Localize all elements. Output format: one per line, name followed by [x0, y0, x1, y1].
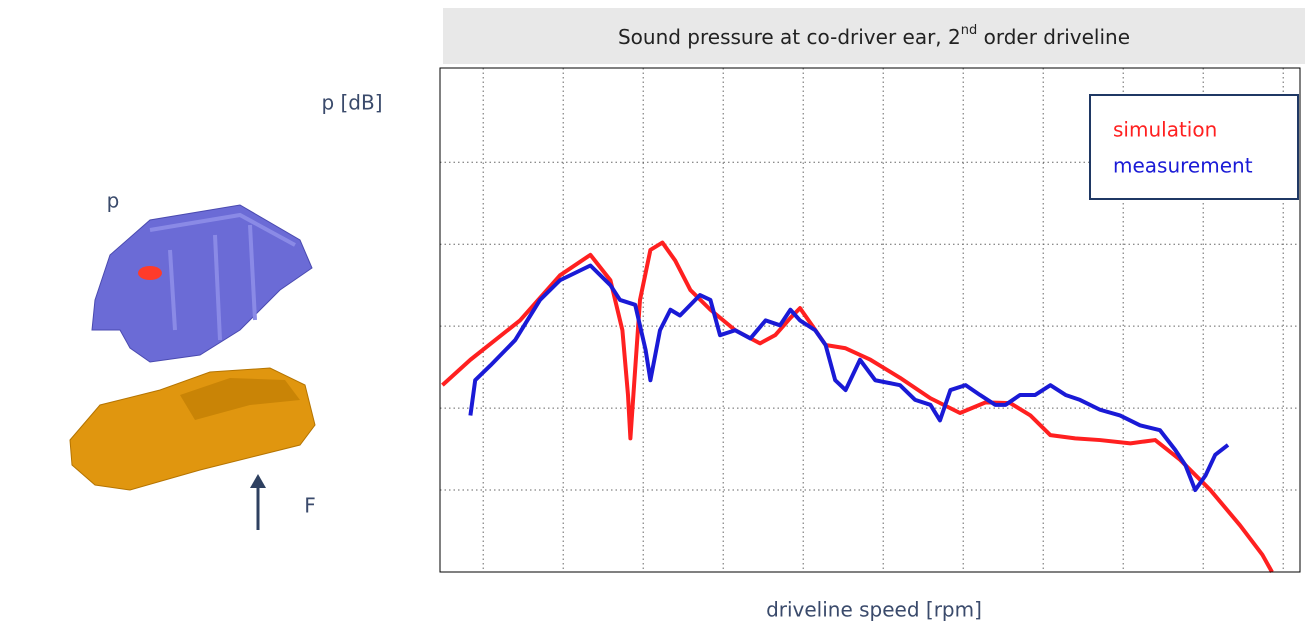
slide: Sound pressure at co-driver ear, 2nd ord… — [0, 0, 1310, 629]
car-body-mesh — [92, 205, 312, 362]
title-end: order driveline — [977, 25, 1130, 49]
force-arrow-head — [250, 474, 266, 488]
plot: simulation measurement — [440, 68, 1300, 572]
y-axis-label: p [dB] — [321, 91, 382, 115]
car-illustration: p F — [70, 189, 316, 531]
legend-entry: measurement — [1113, 154, 1253, 178]
chart-title: Sound pressure at co-driver ear, 2nd ord… — [618, 23, 1130, 49]
pressure-label: p — [107, 189, 120, 213]
pressure-spot — [138, 266, 162, 280]
legend-entry: simulation — [1113, 118, 1217, 142]
x-axis-label: driveline speed [rpm] — [766, 598, 982, 622]
title-main: Sound pressure at co-driver ear, 2 — [618, 25, 961, 49]
legend-box — [1090, 95, 1298, 199]
page: Sound pressure at co-driver ear, 2nd ord… — [0, 0, 1310, 629]
force-label: F — [304, 494, 316, 518]
title-superscript: nd — [961, 23, 978, 38]
